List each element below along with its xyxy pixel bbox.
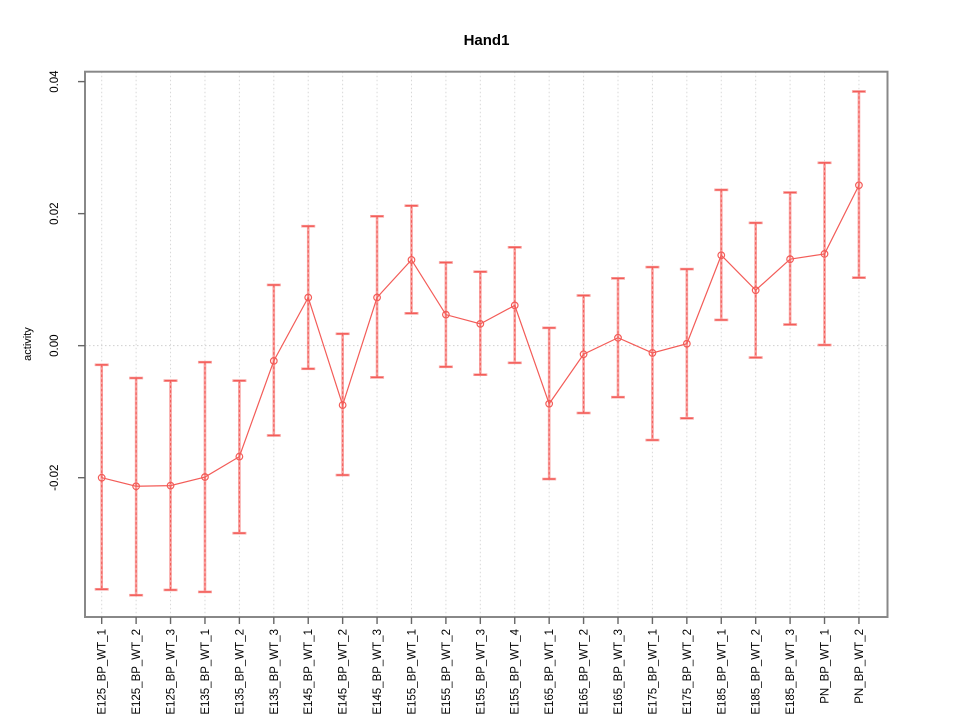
x-tick-label: E185_BP_WT_1 xyxy=(716,629,728,715)
data-point xyxy=(855,181,863,190)
x-tick-label: PN_BP_WT_2 xyxy=(854,629,866,704)
x-tick-label: E155_BP_WT_4 xyxy=(510,628,522,714)
data-point xyxy=(442,310,450,319)
x-tick-label: E155_BP_WT_1 xyxy=(406,629,418,715)
x-tick-label: E135_BP_WT_3 xyxy=(269,629,281,715)
data-point xyxy=(407,255,416,264)
data-point xyxy=(717,251,726,260)
x-tick-label: E185_BP_WT_2 xyxy=(751,629,763,715)
y-tick-label: 0.00 xyxy=(49,334,61,356)
x-tick-label: E155_BP_WT_3 xyxy=(475,629,487,715)
x-tick-label: E175_BP_WT_1 xyxy=(647,629,659,715)
data-point xyxy=(510,301,519,310)
x-tick-label: E155_BP_WT_2 xyxy=(441,629,453,715)
data-point xyxy=(820,250,829,258)
data-point xyxy=(132,482,141,491)
data-point xyxy=(201,473,209,481)
x-tick-label: E125_BP_WT_3 xyxy=(166,629,178,715)
data-point xyxy=(338,401,347,409)
chart-title: Hand1 xyxy=(463,32,510,49)
x-tick-label: E125_BP_WT_2 xyxy=(131,629,143,715)
x-tick-label: E135_BP_WT_1 xyxy=(200,629,212,715)
x-tick-label: E145_BP_WT_3 xyxy=(372,629,384,715)
x-tick-label: E185_BP_WT_3 xyxy=(785,629,797,715)
x-tick-label: E165_BP_WT_1 xyxy=(544,629,556,715)
data-point xyxy=(751,286,760,295)
data-point xyxy=(579,350,588,359)
y-tick-label: 0.02 xyxy=(49,202,61,224)
data-point xyxy=(682,339,691,348)
x-tick-label: E165_BP_WT_3 xyxy=(613,629,625,715)
data-point xyxy=(648,349,657,357)
data-point xyxy=(476,319,485,328)
y-tick-label: -0.02 xyxy=(49,465,61,491)
x-tick-label: E125_BP_WT_1 xyxy=(97,629,109,715)
data-point xyxy=(235,452,244,461)
x-tick-label: E165_BP_WT_2 xyxy=(579,629,591,715)
x-tick-label: E145_BP_WT_2 xyxy=(338,629,350,715)
x-tick-label: E175_BP_WT_2 xyxy=(682,629,694,715)
data-point xyxy=(304,293,313,302)
data-point xyxy=(614,333,622,342)
series-line xyxy=(101,184,860,487)
plot-border xyxy=(84,70,889,618)
data-point xyxy=(269,356,278,365)
data-point xyxy=(97,473,106,482)
x-tick-label: E135_BP_WT_2 xyxy=(234,629,246,715)
data-point xyxy=(166,481,175,490)
x-tick-label: E145_BP_WT_1 xyxy=(303,629,315,715)
x-tick-label: PN_BP_WT_1 xyxy=(820,629,832,704)
y-tick-label: 0.04 xyxy=(49,70,61,93)
data-point xyxy=(786,255,794,264)
data-point xyxy=(545,399,554,408)
data-point xyxy=(373,293,381,302)
